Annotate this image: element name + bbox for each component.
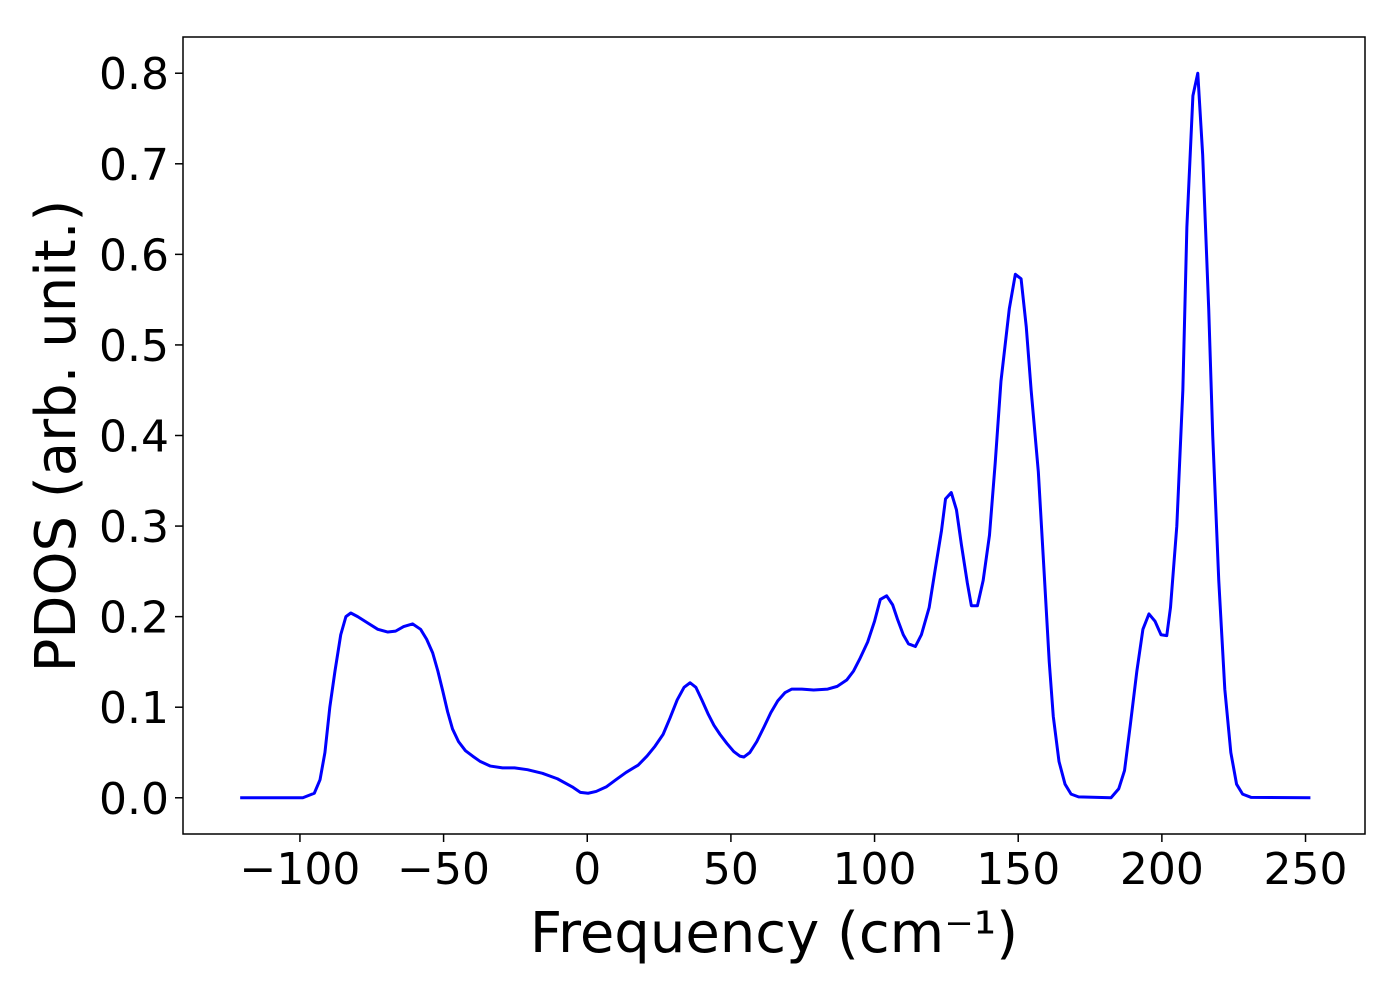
y-tick-label: 0.5 bbox=[99, 321, 169, 372]
x-tick-label: 100 bbox=[833, 844, 917, 895]
y-tick-label: 0.7 bbox=[99, 140, 169, 191]
y-tick-label: 0.4 bbox=[99, 412, 169, 463]
plot-frame bbox=[182, 36, 1366, 835]
x-tick-label: 0 bbox=[573, 844, 601, 895]
y-tick-label: 0.0 bbox=[99, 774, 169, 825]
x-tick-label: 250 bbox=[1264, 844, 1348, 895]
y-tick-label: 0.6 bbox=[99, 230, 169, 281]
x-tick-label: 50 bbox=[703, 844, 759, 895]
x-tick-label: 150 bbox=[976, 844, 1060, 895]
x-tick-label: 200 bbox=[1120, 844, 1204, 895]
x-tick-label: −50 bbox=[397, 844, 490, 895]
x-tick-label: −100 bbox=[240, 844, 361, 895]
y-tick-label: 0.2 bbox=[99, 593, 169, 644]
x-axis-label: Frequency (cm⁻¹) bbox=[530, 901, 1018, 966]
y-tick-label: 0.1 bbox=[99, 683, 169, 734]
data-line bbox=[240, 71, 1311, 800]
y-tick-label: 0.3 bbox=[99, 502, 169, 553]
y-axis-label: PDOS (arb. unit.) bbox=[24, 200, 89, 673]
y-tick-label: 0.8 bbox=[99, 49, 169, 100]
